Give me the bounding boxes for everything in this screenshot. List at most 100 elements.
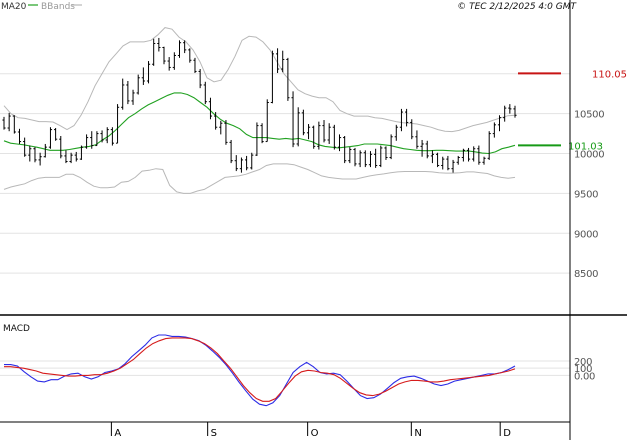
ohlc-bar <box>384 146 388 160</box>
ohlc-bar <box>126 80 130 105</box>
macd-title: MACD <box>3 324 30 334</box>
ohlc-bar <box>136 74 140 95</box>
ohlc-bar <box>146 61 151 84</box>
ohlc-bar <box>296 107 300 147</box>
ohlc-bar <box>38 152 42 166</box>
price-grid <box>0 73 570 274</box>
level-annotations: 110.05 101.03 <box>518 69 627 152</box>
ohlc-bar <box>415 130 419 149</box>
ohlc-bar <box>219 120 223 135</box>
ohlc-bar <box>446 155 450 171</box>
ohlc-bar <box>260 123 264 144</box>
ohlc-bar <box>69 152 73 164</box>
ohlc-bar <box>275 48 280 74</box>
ohlc-bar <box>121 78 125 110</box>
ohlc-bar <box>172 52 176 70</box>
price-ytick-label: 8500 <box>574 269 598 280</box>
ohlc-bar <box>286 57 290 101</box>
ohlc-bar <box>59 135 63 159</box>
ohlc-bar <box>105 127 109 144</box>
ohlc-bar <box>379 145 383 168</box>
price-ytick-label: 9500 <box>574 189 598 200</box>
macd-layer <box>4 334 516 407</box>
ohlc-bar <box>456 155 460 165</box>
ohlc-bar <box>374 148 378 168</box>
ohlc-bar <box>420 139 424 157</box>
ohlc-bar <box>157 37 161 52</box>
ohlc-bar <box>110 127 114 146</box>
macd-signal-line <box>4 337 516 402</box>
ohlc-bar <box>343 135 347 164</box>
ohlc-bar <box>208 97 213 120</box>
ohlc-bar <box>477 145 481 165</box>
ohlc-bar <box>358 150 362 168</box>
bbands-layer <box>3 27 516 194</box>
ohlc-bar <box>214 112 218 130</box>
macd-ytick-label: 0.00 <box>574 371 595 382</box>
ohlc-bar <box>312 125 316 149</box>
ohlc-bar <box>389 134 393 160</box>
ohlc-bar <box>48 127 53 149</box>
ohlc-bar <box>183 40 187 54</box>
level-label-support: 101.03 <box>568 141 603 152</box>
ohlc-bar <box>291 91 295 148</box>
price-ytick-label: 10000 <box>574 150 604 161</box>
ohlc-bar <box>497 115 502 132</box>
ohlc-bar <box>482 156 486 165</box>
ohlc-bar <box>394 124 398 141</box>
ohlc-bar <box>43 143 47 158</box>
ohlc-bar <box>405 108 409 127</box>
ohlc-bar <box>317 121 321 150</box>
ohlc-bar <box>167 57 171 71</box>
macd-ytick-label: 200 <box>574 357 592 368</box>
price-ytick-label: 9000 <box>574 229 598 240</box>
x-tick-label: O <box>311 428 319 439</box>
ohlc-bar <box>17 128 22 144</box>
ma20-line <box>3 92 516 155</box>
ohlc-bar <box>281 50 285 73</box>
ohlc-bar <box>270 50 275 104</box>
ohlc-bar <box>425 140 429 159</box>
ohlc-bar <box>152 38 156 66</box>
ohlc-bar <box>64 150 68 164</box>
bbands-upper-line <box>3 27 516 133</box>
ohlc-bar <box>115 104 120 144</box>
ohlc-bar <box>513 105 517 118</box>
ohlc-bar <box>306 124 311 140</box>
ohlc-bar <box>399 108 404 132</box>
ohlc-bar <box>131 89 135 105</box>
ohlc-bar <box>198 69 202 89</box>
macd-grid <box>0 360 570 376</box>
ohlc-bar <box>348 147 352 164</box>
ohlc-bar <box>239 157 244 173</box>
ohlc-bar <box>466 147 471 162</box>
ohlc-bar <box>33 147 37 163</box>
ohlc-layer <box>2 37 517 173</box>
ohlc-bar <box>327 123 331 144</box>
legend-bbands: BBands <box>41 2 75 12</box>
ohlc-bar <box>2 116 6 130</box>
price-y-ticks: 10500 10000 9500 9000 8500 <box>574 110 605 280</box>
ohlc-bar <box>250 152 254 170</box>
ohlc-bar <box>224 120 228 145</box>
ohlc-bar <box>229 139 233 164</box>
ohlc-bar <box>368 151 373 168</box>
timestamp: © TEC 2/12/2025 4:0 GMT <box>457 2 577 12</box>
ohlc-bar <box>265 99 269 143</box>
ohlc-bar <box>410 119 414 140</box>
macd-ytick-label: 100 <box>574 364 592 375</box>
ohlc-bar <box>12 115 16 134</box>
x-tick-label: D <box>503 428 511 439</box>
ohlc-bar <box>508 104 512 114</box>
ohlc-bar <box>203 81 207 105</box>
ohlc-bar <box>23 137 27 157</box>
ohlc-bar <box>90 131 94 149</box>
ohlc-bar <box>74 151 78 162</box>
ohlc-bar <box>451 159 455 173</box>
ohlc-bar <box>79 145 84 160</box>
ohlc-bar <box>461 148 465 162</box>
ohlc-bar <box>363 150 367 168</box>
